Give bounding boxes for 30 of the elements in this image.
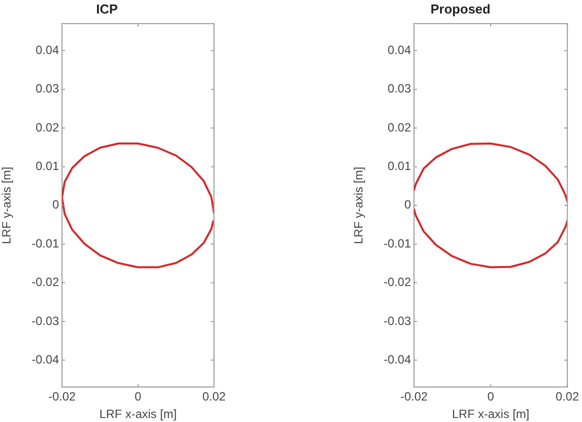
y-tick-label: 0.04 xyxy=(36,42,60,57)
y-tick-label: -0.02 xyxy=(32,275,60,290)
y-tick-label: -0.03 xyxy=(32,314,60,328)
x-tick-label: -0.02 xyxy=(400,390,428,404)
y-axis-title: LRF y-axis [m] xyxy=(0,166,14,244)
y-tick-label: 0.04 xyxy=(388,42,412,57)
y-axis-title: LRF y-axis [m] xyxy=(352,166,366,244)
y-tick-label: -0.02 xyxy=(384,275,412,290)
y-tick-label: 0.02 xyxy=(388,120,412,134)
y-tick-label: 0.03 xyxy=(36,82,60,96)
y-tick-label: 0.02 xyxy=(36,120,60,134)
x-tick-label: 0 xyxy=(487,390,494,404)
y-tick-label: -0.04 xyxy=(32,352,60,366)
x-tick-label: 0.02 xyxy=(556,390,580,404)
x-tick-label: 0 xyxy=(134,390,142,404)
chart-title: ICP xyxy=(96,1,118,16)
x-axis-title: LRF x-axis [m] xyxy=(99,407,177,422)
y-tick-label: 0.01 xyxy=(388,159,412,174)
y-tick-label: 0 xyxy=(404,198,412,212)
y-tick-label: 0.03 xyxy=(388,82,412,96)
chart-title: Proposed xyxy=(430,1,491,16)
y-tick-label: 0.01 xyxy=(36,159,60,174)
y-tick-label: -0.01 xyxy=(32,236,60,250)
x-axis-title: LRF x-axis [m] xyxy=(452,407,530,422)
y-tick-label: -0.03 xyxy=(384,314,412,328)
y-tick-label: 0 xyxy=(52,198,60,212)
y-tick-label: -0.04 xyxy=(384,352,412,366)
x-tick-label: 0.02 xyxy=(202,390,226,404)
x-tick-label: -0.02 xyxy=(48,390,76,404)
y-tick-label: -0.01 xyxy=(384,236,412,250)
